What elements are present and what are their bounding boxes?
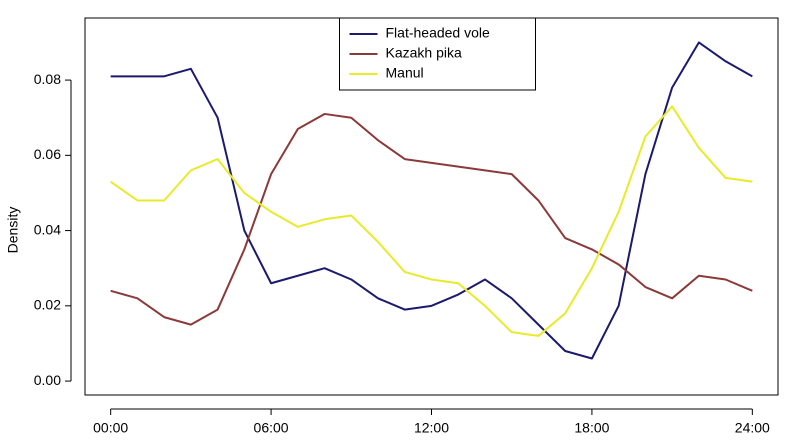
y-tick-label: 0.04 [34, 221, 61, 237]
y-tick-label: 0.08 [34, 71, 61, 87]
y-tick-label: 0.06 [34, 146, 61, 162]
legend-label: Flat-headed vole [386, 25, 491, 41]
y-tick-label: 0.02 [34, 297, 61, 313]
x-tick-label: 00:00 [93, 420, 128, 436]
x-tick-label: 06:00 [254, 420, 289, 436]
x-tick-label: 24:00 [735, 420, 770, 436]
x-tick-label: 12:00 [414, 420, 449, 436]
series-line [110, 105, 753, 337]
y-axis-label: Density [5, 207, 21, 254]
legend-label: Kazakh pika [386, 45, 462, 61]
y-tick-label: 0.00 [34, 372, 61, 388]
series-line [110, 112, 753, 326]
x-tick-label: 18:00 [574, 420, 609, 436]
legend-label: Manul [386, 65, 424, 81]
series-line [110, 41, 753, 360]
